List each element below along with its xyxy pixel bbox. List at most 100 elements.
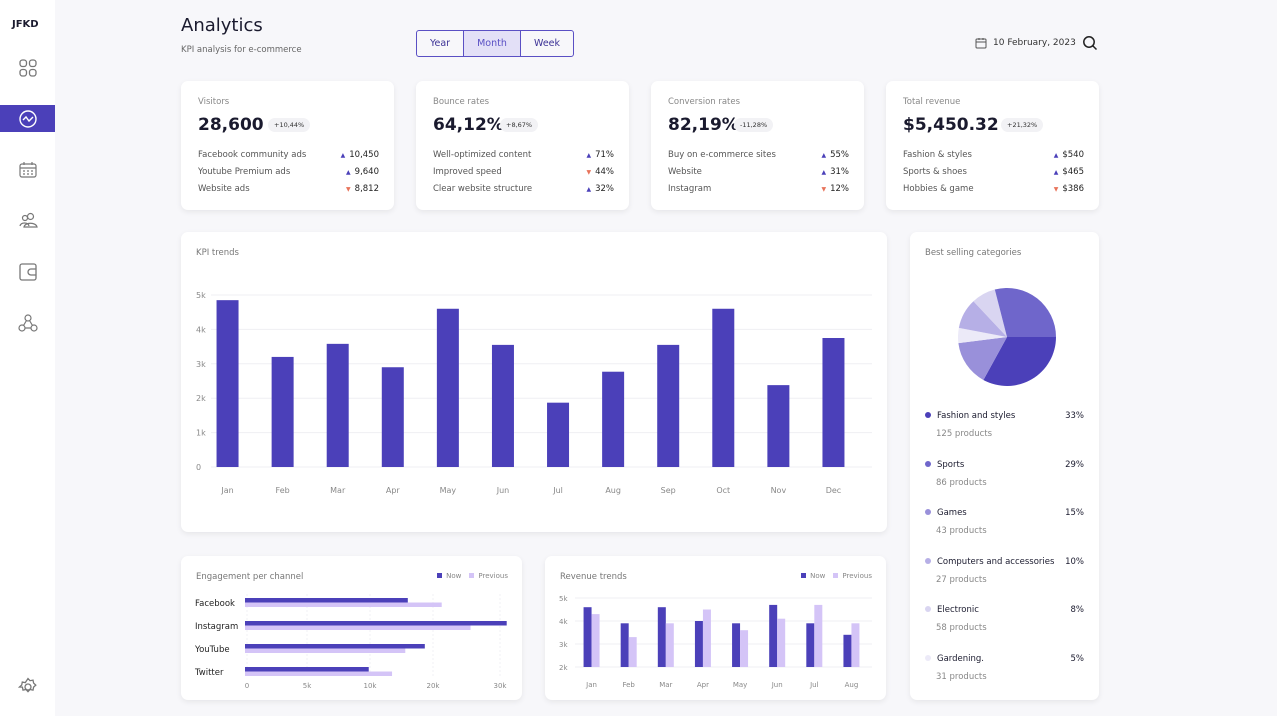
bar-aug: [602, 371, 625, 467]
bar-now-facebook: [245, 598, 408, 603]
period-week-button[interactable]: Week: [533, 38, 561, 49]
category-label: YouTube: [194, 645, 230, 655]
bar-now-mar: [657, 607, 666, 667]
arrow-up-icon: ▲: [340, 152, 346, 159]
x-tick-label: 20k: [427, 682, 441, 690]
x-tick-label: Jun: [771, 681, 783, 689]
legend: Now Previous: [801, 572, 872, 580]
bar-previous-feb: [628, 637, 637, 667]
kpi-row-label: Youtube Premium ads: [198, 167, 291, 177]
bar-may: [436, 308, 459, 467]
users-icon: [18, 212, 38, 228]
kpi-label: Total revenue: [903, 97, 961, 107]
kpi-row: Clear website structure ▲ 32%: [433, 184, 614, 194]
engagement-chart: 0 5k 10k 20k 30k Facebook Instagram YouTube Twit…: [194, 594, 507, 690]
arrow-up-icon: ▲: [1053, 152, 1059, 159]
y-tick-label: 2k: [559, 664, 568, 672]
period-month-button[interactable]: Month: [464, 31, 521, 56]
revenue-chart: 2k 3k 4k 5k Jan Feb Mar Apr May Jun Jul Aug: [559, 595, 872, 689]
bar-previous-jan: [591, 614, 600, 667]
y-tick-label: 2k: [196, 394, 206, 403]
bar-now-jul: [806, 623, 815, 667]
category-name: Electronic: [937, 605, 979, 616]
legend-previous: Previous: [478, 572, 508, 580]
x-tick-label: Mar: [330, 486, 346, 495]
x-tick-label: Aug: [845, 681, 859, 689]
kpi-row-value: 55%: [830, 150, 849, 160]
category-products: 27 products: [936, 574, 987, 585]
kpi-row-value: 71%: [595, 150, 614, 160]
kpi-row: Fashion & styles ▲ $540: [903, 150, 1084, 160]
y-tick-label: 4k: [196, 325, 206, 334]
y-tick-label: 1k: [196, 429, 206, 438]
period-year-button[interactable]: Year: [417, 31, 464, 56]
bar-jul: [547, 402, 570, 467]
x-tick-label: Jun: [496, 486, 510, 495]
period-selector: Year Month Week: [416, 30, 574, 57]
kpi-change-badge: +21,32%: [1001, 118, 1044, 132]
kpi-row: Sports & shoes ▲ $465: [903, 167, 1084, 177]
page-title: Analytics: [181, 15, 263, 36]
network-icon: [17, 313, 38, 332]
arrow-up-icon: ▲: [586, 186, 592, 193]
date-display[interactable]: 10 February, 2023: [975, 37, 1076, 49]
category-percent: 15%: [1065, 508, 1084, 519]
legend: Now Previous: [437, 572, 508, 580]
sidebar-item-network[interactable]: [0, 309, 55, 336]
x-tick-label: Jan: [220, 486, 233, 495]
arrow-down-icon: ▼: [346, 186, 351, 193]
bar-now-twitter: [245, 667, 369, 672]
sidebar-item-users[interactable]: [0, 207, 55, 234]
bar-now-jan: [583, 607, 592, 667]
y-tick-label: 5k: [196, 291, 206, 300]
bar-now-aug: [843, 634, 852, 667]
kpi-row-label: Instagram: [668, 184, 712, 194]
x-tick-label: Sep: [661, 486, 676, 495]
category-label: Instagram: [195, 622, 238, 632]
category-item: Games 15% 43 products: [925, 508, 1084, 536]
sidebar-item-wallet[interactable]: [0, 258, 55, 285]
arrow-up-icon: ▲: [586, 152, 592, 159]
legend-dot: [925, 557, 931, 564]
kpi-row-value: 12%: [830, 184, 849, 194]
category-item: Sports 29% 86 products: [925, 460, 1084, 488]
kpi-change-badge: +8,67%: [500, 118, 539, 132]
x-tick-label: May: [440, 486, 457, 495]
legend-dot: [925, 655, 931, 661]
kpi-card: Bounce rates 64,12% +8,67% Well-optimized…: [416, 81, 629, 210]
legend-now: Now: [810, 572, 826, 580]
search-button[interactable]: [1082, 35, 1098, 55]
date-text: 10 February, 2023: [993, 38, 1076, 48]
x-tick-label: Feb: [622, 681, 635, 689]
kpi-row-label: Sports & shoes: [903, 167, 967, 177]
x-tick-label: Nov: [771, 486, 787, 495]
y-tick-label: 4k: [559, 618, 568, 626]
kpi-row-label: Buy on e-commerce sites: [668, 150, 776, 160]
category-percent: 33%: [1065, 411, 1084, 421]
bar-feb: [271, 356, 294, 467]
legend-previous: Previous: [842, 572, 872, 580]
sidebar-item-analytics[interactable]: [0, 105, 55, 132]
kpi-trends-chart: 0 1k 2k 3k 4k 5k Jan Feb Mar Apr May Jun Jul Aug Sep Oc…: [196, 291, 872, 495]
category-item: Computers and accessories 10% 27 products: [925, 557, 1084, 585]
pie-slice-fashion-and-styles: [983, 337, 1056, 386]
category-products: 125 products: [936, 429, 993, 439]
x-tick-label: Jul: [809, 681, 819, 689]
bar-jun: [491, 344, 514, 467]
logo: JFKD: [12, 19, 39, 30]
category-percent: 8%: [1070, 605, 1085, 616]
settings-button[interactable]: [0, 673, 55, 700]
kpi-row-value: $540: [1062, 150, 1084, 160]
y-tick-label: 3k: [559, 641, 568, 649]
pie-slice-gardening: [958, 327, 1007, 344]
sidebar-item-dashboard[interactable]: [0, 54, 55, 81]
kpi-row-value: $465: [1062, 167, 1084, 177]
kpi-row-label: Fashion & styles: [903, 150, 972, 160]
bar-now-apr: [694, 621, 703, 667]
revenue-card: Revenue trends Now Previous 2k 3k 4k 5k Jan Fe…: [545, 556, 886, 700]
sidebar-item-calendar[interactable]: [0, 156, 55, 183]
kpi-change-badge: +10,44%: [268, 118, 311, 132]
engagement-card: Engagement per channel Now Previous 0 5k 10…: [181, 556, 522, 700]
category-name: Sports: [937, 459, 965, 470]
category-item: Gardening. 5% 31 products: [925, 654, 1084, 682]
